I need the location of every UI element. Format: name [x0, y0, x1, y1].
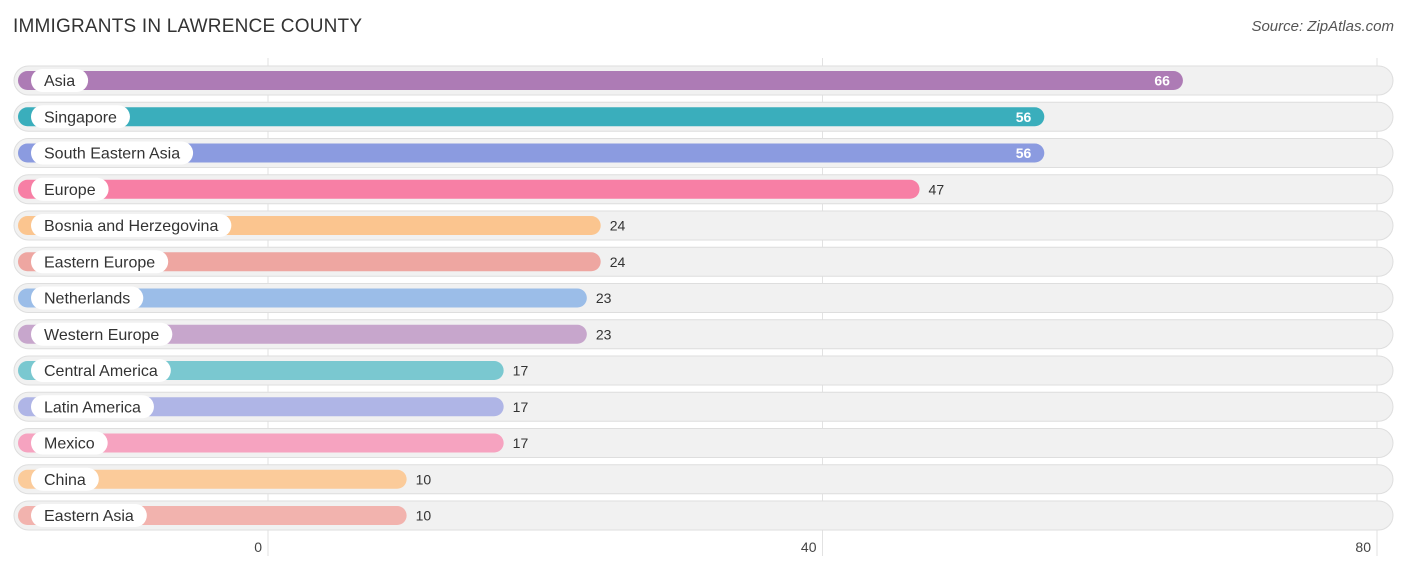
bar-row: Eastern Asia 10 — [13, 500, 1394, 531]
bar-row: Bosnia and Herzegovina 24 — [13, 210, 1394, 241]
bar-row: Western Europe 23 — [13, 319, 1394, 350]
bar-row: Netherlands 23 — [13, 283, 1394, 313]
category-label: South Eastern Asia — [44, 146, 180, 163]
bar-row: Europe 47 — [13, 174, 1394, 205]
category-label-pill — [31, 322, 173, 346]
value-label: 24 — [610, 254, 626, 270]
value-label: 10 — [416, 508, 432, 524]
bar — [18, 469, 407, 489]
value-label: 56 — [1016, 145, 1032, 161]
category-label: Bosnia and Herzegovina — [44, 218, 218, 235]
bar-row: Eastern Europe 24 — [13, 246, 1394, 277]
chart-title: IMMIGRANTS IN LAWRENCE COUNTY — [13, 16, 363, 37]
category-label-pill — [31, 359, 171, 382]
bar — [18, 71, 1183, 90]
category-label-pill — [31, 395, 154, 419]
bar — [18, 433, 504, 453]
bar-row: Singapore 56 — [13, 101, 1394, 132]
value-label: 47 — [929, 181, 945, 197]
value-label: 17 — [513, 399, 529, 415]
bar — [18, 179, 920, 199]
category-label: China — [44, 472, 86, 489]
bar-row: China 10 — [13, 464, 1394, 495]
category-label: Mexico — [44, 436, 95, 453]
bar — [18, 143, 1045, 163]
x-tick-label: 80 — [1355, 539, 1371, 555]
value-label: 24 — [610, 218, 626, 234]
x-tick-label: 40 — [801, 539, 817, 555]
bar — [18, 107, 1045, 127]
bar — [18, 288, 587, 308]
x-axis: 0 40 80 — [254, 539, 1371, 555]
category-label: Europe — [44, 182, 96, 199]
x-tick-label: 0 — [254, 539, 262, 555]
category-label: Netherlands — [44, 291, 130, 308]
bar-row: Mexico 17 — [13, 428, 1394, 458]
category-label-pill — [31, 69, 89, 92]
category-label-pill — [31, 105, 130, 129]
value-label: 17 — [513, 435, 529, 451]
bar-row: Central America 17 — [13, 355, 1394, 386]
value-label: 23 — [596, 290, 612, 306]
bar-row: South Eastern Asia 56 — [13, 138, 1394, 168]
bar-row: Asia 66 — [13, 65, 1394, 96]
category-label: Singapore — [44, 109, 117, 126]
category-label-pill — [31, 214, 232, 237]
category-label-pill — [31, 431, 108, 455]
category-label: Central America — [44, 363, 158, 380]
category-label: Eastern Asia — [44, 508, 134, 525]
value-label: 17 — [513, 363, 529, 379]
category-label: Eastern Europe — [44, 254, 155, 271]
value-label: 10 — [416, 471, 432, 487]
category-label-pill — [31, 467, 99, 491]
category-label-pill — [31, 141, 194, 165]
value-label: 23 — [596, 326, 612, 342]
category-label-pill — [31, 504, 147, 527]
category-label-pill — [31, 177, 109, 201]
category-label: Latin America — [44, 399, 141, 416]
value-label: 56 — [1016, 109, 1032, 125]
category-label-pill — [31, 286, 144, 310]
category-label: Asia — [44, 73, 75, 90]
rows-layer: Asia 66 Singapore 56 South Eastern Asia 56 Eur… — [13, 65, 1394, 531]
bar-row: Latin America 17 — [13, 391, 1394, 422]
value-label: 66 — [1154, 73, 1170, 89]
category-label-pill — [31, 250, 169, 274]
category-label: Western Europe — [44, 327, 159, 344]
source-credit: Source: ZipAtlas.com — [1251, 18, 1394, 35]
